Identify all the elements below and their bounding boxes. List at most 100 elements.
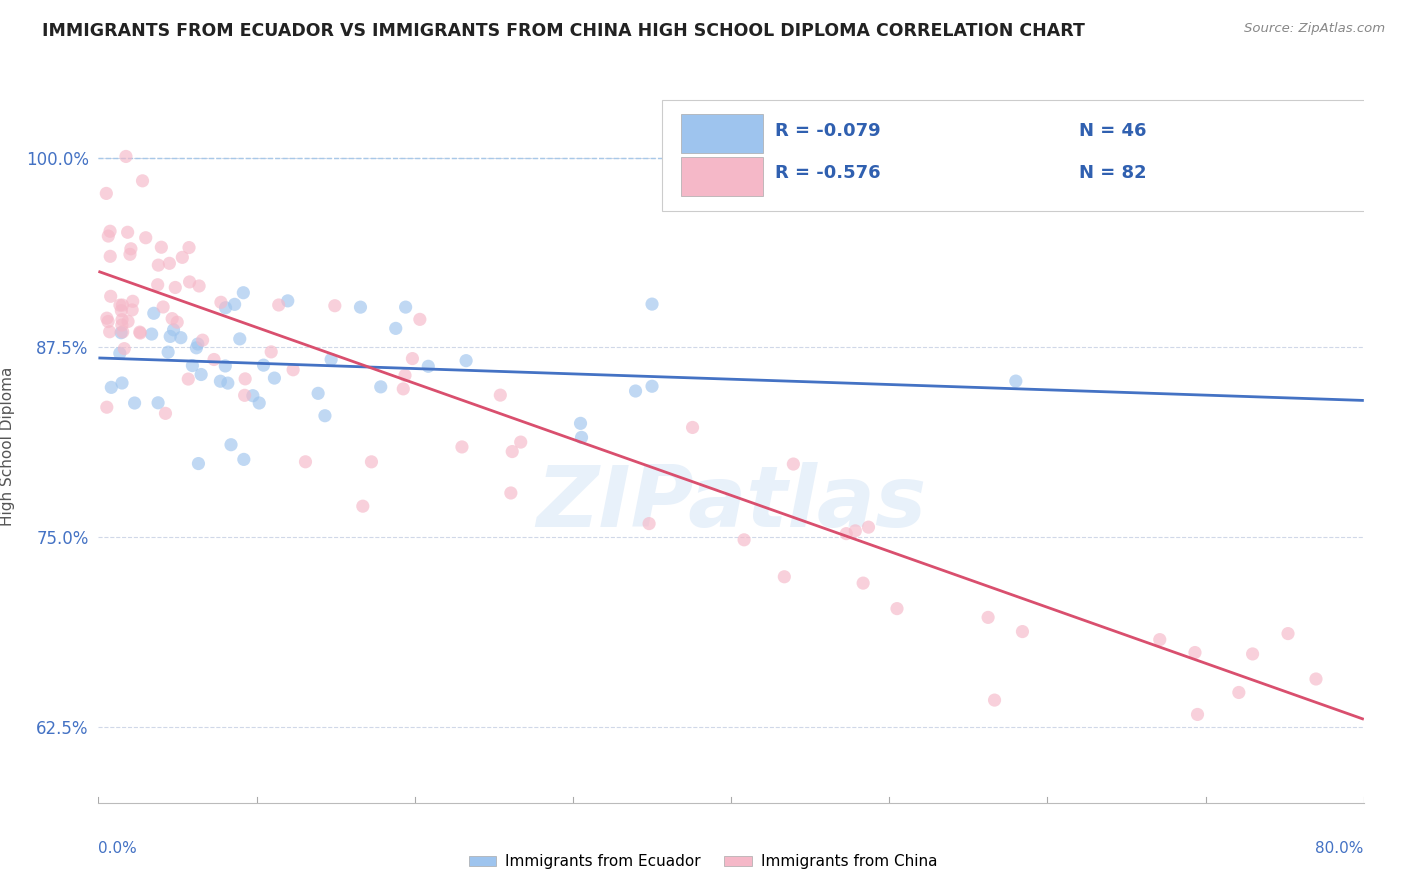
FancyBboxPatch shape <box>681 114 762 153</box>
Point <box>214 301 236 315</box>
Point <box>1305 672 1327 686</box>
Point <box>451 440 474 454</box>
Point <box>641 297 664 311</box>
Text: Source: ZipAtlas.com: Source: ZipAtlas.com <box>1244 22 1385 36</box>
Point <box>509 435 531 450</box>
Point <box>110 326 132 340</box>
Point <box>111 298 134 312</box>
Point <box>260 344 283 359</box>
Text: N = 46: N = 46 <box>1080 121 1147 139</box>
Point <box>187 457 209 471</box>
Point <box>323 299 346 313</box>
Point <box>146 277 169 292</box>
Point <box>214 359 236 373</box>
Point <box>1149 632 1171 647</box>
Point <box>1187 707 1209 722</box>
Point <box>852 576 875 591</box>
Point <box>129 326 152 340</box>
Point <box>177 372 200 386</box>
Point <box>569 417 592 431</box>
Point <box>1184 646 1206 660</box>
Point <box>682 420 704 434</box>
Point <box>118 247 141 261</box>
Point <box>165 280 187 294</box>
Point <box>111 318 134 332</box>
Point <box>209 374 232 388</box>
Point <box>170 331 193 345</box>
Point <box>229 332 252 346</box>
Point <box>150 240 173 254</box>
Point <box>181 359 204 373</box>
Point <box>501 444 523 458</box>
Point <box>141 327 163 342</box>
Point <box>489 388 512 402</box>
Point <box>294 455 316 469</box>
Point <box>186 341 208 355</box>
Point <box>111 325 134 339</box>
Point <box>242 389 264 403</box>
Point <box>409 312 432 326</box>
Point <box>844 524 866 538</box>
Point <box>157 256 180 270</box>
Point <box>179 275 201 289</box>
Point <box>384 321 406 335</box>
Point <box>773 570 796 584</box>
Text: R = -0.576: R = -0.576 <box>776 164 882 182</box>
Point <box>117 225 139 239</box>
Point <box>233 372 256 386</box>
Point <box>100 289 122 303</box>
Point <box>115 149 138 163</box>
Point <box>146 396 169 410</box>
Point <box>394 368 416 383</box>
Point <box>120 242 142 256</box>
Point <box>252 358 274 372</box>
FancyBboxPatch shape <box>661 100 1376 211</box>
FancyBboxPatch shape <box>681 157 762 196</box>
Point <box>108 298 131 312</box>
Point <box>281 363 304 377</box>
Point <box>142 306 165 320</box>
Point <box>98 249 121 263</box>
Point <box>135 231 157 245</box>
Point <box>733 533 755 547</box>
Point <box>191 333 214 347</box>
Point <box>1227 685 1250 699</box>
Point <box>98 325 121 339</box>
Point <box>160 311 183 326</box>
Text: 0.0%: 0.0% <box>98 841 138 855</box>
Point <box>314 409 336 423</box>
Point <box>233 388 256 402</box>
Point <box>349 300 371 314</box>
Point <box>112 342 135 356</box>
Point <box>1004 374 1026 388</box>
Point <box>392 382 415 396</box>
Point <box>96 311 118 326</box>
Point <box>782 457 804 471</box>
Text: 80.0%: 80.0% <box>1316 841 1364 855</box>
Point <box>232 452 254 467</box>
Point <box>418 359 440 374</box>
Point <box>321 352 343 367</box>
Point <box>187 337 209 351</box>
Point <box>1011 624 1033 639</box>
Point <box>202 352 225 367</box>
Point <box>97 314 120 328</box>
Point <box>370 380 392 394</box>
Point <box>267 298 290 312</box>
Point <box>571 430 593 444</box>
Point <box>1277 626 1299 640</box>
Point <box>110 303 132 318</box>
Point <box>124 396 146 410</box>
Text: IMMIGRANTS FROM ECUADOR VS IMMIGRANTS FROM CHINA HIGH SCHOOL DIPLOMA CORRELATION: IMMIGRANTS FROM ECUADOR VS IMMIGRANTS FR… <box>42 22 1085 40</box>
Point <box>641 379 664 393</box>
Point <box>456 353 478 368</box>
Point <box>172 251 194 265</box>
Point <box>157 345 180 359</box>
Point <box>835 526 858 541</box>
Point <box>100 380 122 394</box>
Point <box>224 297 246 311</box>
Point <box>277 293 299 308</box>
Text: N = 82: N = 82 <box>1080 164 1147 182</box>
Point <box>217 376 239 390</box>
Point <box>117 314 139 328</box>
